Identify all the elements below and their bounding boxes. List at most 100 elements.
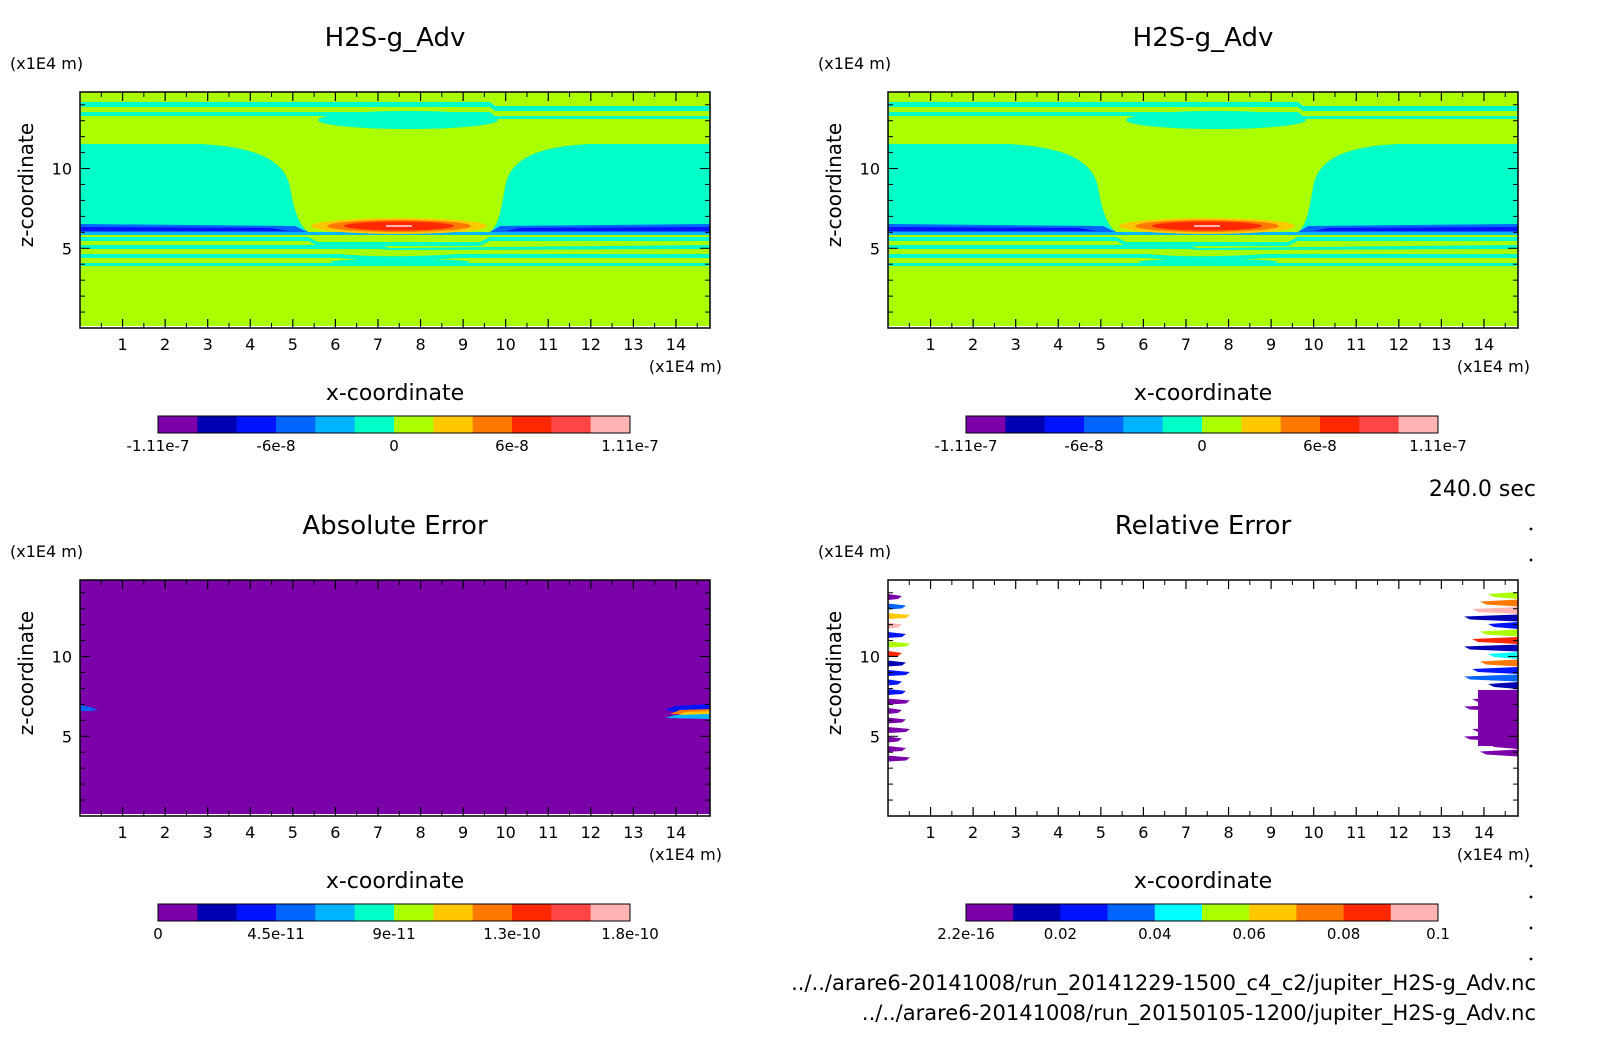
colorbar-swatch [1249,904,1297,921]
colorbar-tick-label: 6e-8 [1303,437,1337,455]
x-tick-label: 3 [203,335,213,354]
x-tick-label: 5 [288,823,298,842]
colorbar-swatch [1320,416,1360,433]
file-path-1: ../../arare6-20141008/run_20141229-1500_… [791,971,1536,996]
colorbar-tick-label: 1.11e-7 [601,437,659,455]
x-tick-label: 3 [1011,823,1021,842]
colorbar-swatch [1162,416,1203,433]
x-tick-label: 11 [1346,335,1366,354]
y-tick-label: 5 [62,727,72,746]
y-tick-label: 5 [870,239,880,258]
x-tick-label: 8 [415,335,425,354]
x-tick-label: 13 [1431,335,1451,354]
y-unit-label: (x1E4 m) [10,54,83,73]
x-tick-label: 7 [1181,823,1191,842]
x-axis-label: x-coordinate [1134,381,1272,406]
x-tick-label: 11 [538,335,558,354]
colorbar-tick-label: 1.11e-7 [1409,437,1467,455]
colorbar-swatch [966,416,1006,433]
x-tick-label: 9 [458,335,468,354]
colorbar-tick-label: 9e-11 [372,925,415,943]
colorbar-swatch [512,904,552,921]
colorbar-swatch [472,416,513,433]
colorbar-swatch [276,416,316,433]
panel-title: H2S-g_Adv [325,23,466,53]
y-tick-label: 5 [62,239,72,258]
y-unit-label: (x1E4 m) [818,54,891,73]
y-unit-label: (x1E4 m) [818,542,891,561]
colorbar-swatch [590,904,631,921]
colorbar-swatch [551,904,592,921]
x-tick-label: 10 [495,823,515,842]
colorbar: -1.11e-7 -6e-8 0 6e-8 1.11e-7 [127,415,659,455]
panel-1: H2S-g_Adv(x1E4 m)1 2 3 4 5 6 7 8 9 10 11 12 13 14(x1E… [10,23,722,455]
x-tick-label: 14 [1474,335,1494,354]
x-tick-label: 8 [415,823,425,842]
panel-4: Relative Error(x1E4 m)1 2 3 4 5 6 7 8 9 10 11 12 13 1… [818,511,1530,943]
x-tick-label: 4 [1053,823,1063,842]
x-unit-label: (x1E4 m) [649,357,722,376]
colorbar-swatch [1280,416,1321,433]
colorbar-swatch [354,416,395,433]
colorbar-swatch [158,416,198,433]
colorbar-swatch [966,904,1014,921]
colorbar-swatch [433,904,474,921]
x-tick-label: 1 [925,335,935,354]
x-tick-label: 3 [203,823,213,842]
field-plot [80,580,710,814]
y-unit-label: (x1E4 m) [10,542,83,561]
x-axis-label: x-coordinate [326,869,464,894]
colorbar-swatch [394,416,434,433]
x-tick-label: 7 [1181,335,1191,354]
colorbar: 2.2e-16 0.02 0.04 0.06 0.08 0.1 [937,903,1450,943]
plot-frame [79,91,711,329]
colorbar-tick-label: 0.06 [1232,925,1265,943]
x-tick-label: 7 [373,335,383,354]
colorbar-tick-label: -1.11e-7 [935,437,998,455]
colorbar-swatch [354,904,395,921]
plot-frame [887,91,1519,329]
x-tick-label: 2 [160,335,170,354]
colorbar-tick-label: 0.04 [1138,925,1171,943]
x-tick-label: 5 [288,335,298,354]
colorbar-tick-label: 0.02 [1044,925,1077,943]
panel-2: H2S-g_Adv(x1E4 m)1 2 3 4 5 6 7 8 9 10 11 12 13 14(x1E… [818,23,1530,455]
x-tick-label: 7 [373,823,383,842]
colorbar-tick-label: 2.2e-16 [937,925,995,943]
x-tick-label: 13 [623,823,643,842]
colorbar-swatch [551,416,592,433]
colorbar-swatch [315,416,356,433]
x-tick-label: 10 [1303,335,1323,354]
x-tick-label: 2 [968,823,978,842]
x-tick-label: 4 [245,823,255,842]
x-tick-label: 4 [1053,335,1063,354]
colorbar-tick-label: 0 [1197,437,1207,455]
colorbar-swatch [1084,416,1124,433]
y-axis-label: z-coordinate [14,611,38,735]
panel-3: Absolute Error(x1E4 m)1 2 3 4 5 6 7 8 9 10 11 12 13 1… [10,511,722,943]
x-unit-label: (x1E4 m) [1457,357,1530,376]
colorbar-swatch [1044,416,1085,433]
colorbar-swatch [1241,416,1282,433]
x-tick-label: 14 [666,335,686,354]
x-tick-label: 1 [117,823,127,842]
x-tick-label: 11 [1346,823,1366,842]
colorbar-swatch [1398,416,1439,433]
x-tick-label: 6 [330,823,340,842]
colorbar-swatch [472,904,513,921]
colorbar-swatch [158,904,198,921]
x-tick-label: 1 [117,335,127,354]
panel-title: Relative Error [1115,511,1292,541]
x-tick-label: 2 [160,823,170,842]
x-tick-label: 9 [458,823,468,842]
x-tick-label: 13 [1431,823,1451,842]
x-unit-label: (x1E4 m) [649,845,722,864]
x-tick-label: 13 [623,335,643,354]
colorbar-tick-label: 4.5e-11 [247,925,305,943]
colorbar-tick-label: -6e-8 [256,437,295,455]
x-tick-label: 12 [1389,823,1409,842]
colorbar: -1.11e-7 -6e-8 0 6e-8 1.11e-7 [935,415,1467,455]
colorbar-swatch [1154,904,1203,921]
colorbar-swatch [1296,904,1345,921]
